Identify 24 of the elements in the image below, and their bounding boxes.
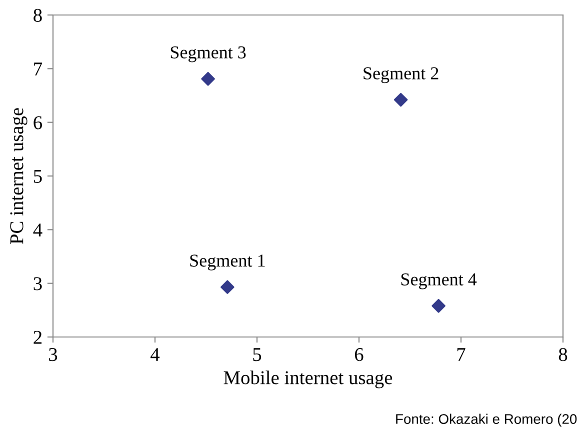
y-tick-label: 2 (34, 330, 42, 344)
point (220, 280, 234, 294)
x-axis-title: Mobile internet usage (224, 370, 392, 388)
x-tick-label: 3 (49, 348, 58, 362)
x-tick-label: 8 (558, 348, 568, 362)
annotation: Segment 4 (401, 273, 477, 290)
point (394, 92, 408, 107)
y-tick-label: 4 (33, 224, 42, 236)
x-tick-label: 6 (354, 348, 364, 362)
source-note: Fonte: Okazaki e Romero (20 (396, 414, 577, 427)
point (432, 298, 446, 313)
y-tick-label: 3 (34, 277, 42, 290)
y-axis-title: PC internet usage (10, 108, 28, 244)
y-tick-label: 7 (34, 62, 42, 76)
y-tick-label: 5 (34, 170, 42, 183)
y-tick-label: 8 (34, 8, 42, 22)
annotation: Segment 2 (364, 67, 438, 84)
point (201, 72, 215, 86)
y-tick-label: 6 (34, 116, 42, 130)
x-tick-label: 4 (150, 348, 160, 361)
annotation: Segment 1 (190, 254, 265, 270)
x-tick-label: 7 (457, 348, 466, 361)
annotation: Segment 3 (170, 46, 246, 62)
x-tick-label: 5 (253, 348, 262, 362)
